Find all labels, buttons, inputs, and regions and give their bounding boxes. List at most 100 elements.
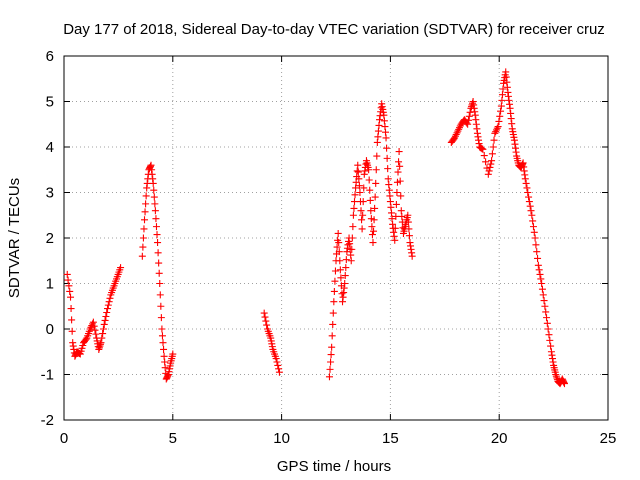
data-point	[92, 330, 100, 338]
data-point	[330, 287, 338, 295]
data-point	[327, 351, 335, 359]
data-point	[397, 192, 405, 200]
data-point	[104, 301, 112, 309]
data-point	[139, 234, 147, 242]
data-point	[405, 225, 413, 233]
data-point	[273, 358, 281, 366]
data-point	[160, 345, 168, 353]
data-point	[330, 298, 338, 306]
data-point	[391, 236, 399, 244]
data-point	[452, 130, 460, 138]
data-point	[101, 316, 109, 324]
data-point	[395, 148, 403, 156]
data-point	[524, 189, 532, 196]
data-point	[537, 275, 545, 283]
data-point	[157, 302, 165, 310]
data-point	[335, 248, 343, 256]
data-point	[142, 200, 150, 208]
data-point	[358, 225, 366, 233]
data-point	[523, 184, 531, 192]
data-point	[154, 249, 162, 257]
data-point	[529, 223, 537, 231]
data-point	[404, 218, 412, 226]
data-point	[396, 162, 404, 170]
data-point	[540, 297, 548, 305]
data-point	[527, 207, 535, 215]
data-point	[365, 176, 373, 184]
data-point	[489, 143, 497, 151]
data-point	[464, 116, 472, 124]
y-tick-label: 2	[46, 230, 54, 247]
data-point	[393, 189, 401, 196]
data-point	[64, 276, 72, 284]
data-point	[366, 186, 374, 194]
data-point	[139, 243, 147, 251]
data-point	[150, 193, 158, 201]
data-point	[328, 332, 336, 340]
data-point	[542, 308, 550, 316]
data-point	[158, 332, 166, 340]
data-point	[494, 123, 502, 131]
data-point	[493, 124, 501, 132]
data-point	[91, 326, 99, 334]
data-point	[383, 154, 391, 162]
data-point	[479, 145, 487, 153]
data-point	[329, 320, 337, 328]
data-point	[368, 231, 376, 239]
y-tick-label: 5	[46, 94, 54, 111]
data-point	[262, 317, 270, 325]
data-point	[102, 312, 110, 320]
data-point	[152, 223, 160, 231]
x-tick-label: 5	[169, 430, 177, 447]
x-tick-label: 10	[273, 430, 290, 447]
data-point	[451, 134, 459, 142]
data-point	[341, 272, 349, 280]
data-point	[547, 342, 555, 350]
data-point	[342, 264, 350, 272]
data-point	[342, 256, 350, 264]
tick-labels: 0 5 10 15 20 25 -2 -1 0 1 2 3 4 5 6	[41, 48, 617, 447]
data-point	[404, 211, 412, 219]
data-point	[356, 189, 364, 196]
data-point	[82, 335, 90, 343]
data-point	[68, 316, 76, 324]
data-point	[541, 302, 549, 310]
data-point	[544, 325, 552, 333]
data-point	[327, 358, 335, 366]
data-point	[371, 204, 379, 212]
data-point	[169, 350, 177, 358]
ticks	[63, 55, 609, 421]
data-point	[336, 257, 344, 265]
data-point	[521, 175, 529, 183]
data-point	[487, 160, 495, 168]
data-point	[341, 280, 349, 287]
data-point	[528, 211, 536, 219]
data-point	[392, 212, 400, 220]
data-point	[331, 277, 339, 285]
data-point	[67, 305, 75, 313]
data-point	[141, 208, 149, 216]
data-point	[89, 318, 97, 326]
data-point	[354, 161, 362, 169]
data-point	[350, 198, 358, 206]
data-point	[359, 211, 367, 219]
data-point	[408, 252, 416, 260]
data-point	[351, 191, 359, 199]
data-point	[370, 227, 378, 235]
data-point	[370, 216, 378, 224]
data-point	[372, 179, 380, 187]
data-point	[496, 112, 504, 120]
data-point	[497, 107, 505, 115]
data-point	[350, 204, 358, 212]
data-point	[152, 215, 160, 223]
data-point	[140, 225, 148, 233]
data-point	[275, 368, 283, 376]
data-point	[155, 269, 163, 277]
data-point	[260, 309, 268, 317]
data-point	[480, 152, 488, 160]
x-axis-label: GPS time / hours	[277, 458, 391, 475]
data-point	[150, 186, 158, 194]
data-point	[66, 287, 74, 295]
